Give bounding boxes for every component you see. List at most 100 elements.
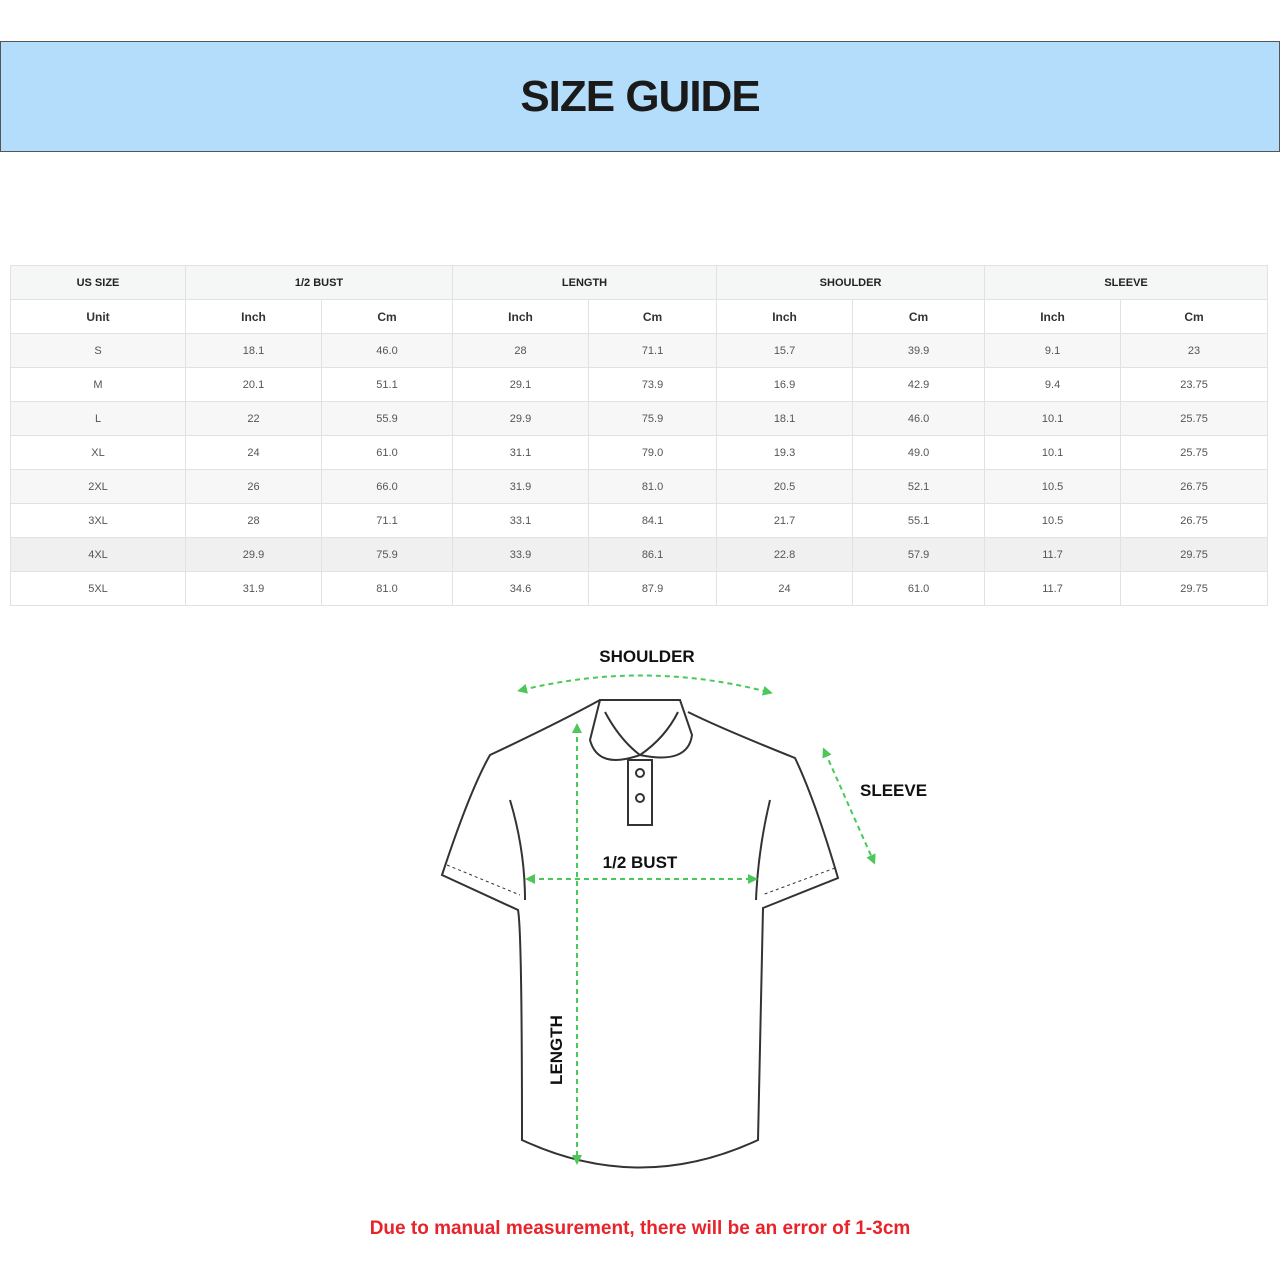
unit-header: Inch <box>452 299 590 334</box>
table-row: XL 24 61.0 31.1 79.0 19.3 49.0 10.1 25.75 <box>10 435 1269 470</box>
measurement-cell: 39.9 <box>852 333 986 368</box>
measurement-cell: 57.9 <box>852 537 986 572</box>
measurement-cell: 26.75 <box>1120 469 1269 504</box>
table-row: 3XL 28 71.1 33.1 84.1 21.7 55.1 10.5 26.75 <box>10 503 1269 538</box>
measurement-cell: 31.9 <box>185 571 322 606</box>
measurement-cell: 10.5 <box>984 469 1122 504</box>
page-title: SIZE GUIDE <box>520 71 760 121</box>
measurement-cell: 18.1 <box>185 333 322 368</box>
measurement-cell: 29.9 <box>452 401 590 436</box>
unit-header: Inch <box>984 299 1122 334</box>
measurement-cell: 10.1 <box>984 401 1122 436</box>
measurement-cell: 22.8 <box>716 537 854 572</box>
measurement-cell: 11.7 <box>984 537 1122 572</box>
table-row: S 18.1 46.0 28 71.1 15.7 39.9 9.1 23 <box>10 333 1269 368</box>
measurement-cell: 46.0 <box>852 401 986 436</box>
measurement-cell: 66.0 <box>320 469 454 504</box>
group-header-row: US SIZE 1/2 BUST LENGTH SHOULDER SLEEVE <box>10 265 1269 300</box>
unit-header: Inch <box>716 299 854 334</box>
group-header: SLEEVE <box>984 265 1269 300</box>
measurement-cell: 28 <box>185 503 322 538</box>
measurement-cell: 87.9 <box>588 571 718 606</box>
measurement-cell: 20.5 <box>716 469 854 504</box>
measurement-cell: 51.1 <box>320 367 454 402</box>
measurement-cell: 81.0 <box>320 571 454 606</box>
measurement-cell: 75.9 <box>588 401 718 436</box>
measurement-cell: 71.1 <box>320 503 454 538</box>
measurement-cell: 25.75 <box>1120 435 1269 470</box>
group-header: SHOULDER <box>716 265 986 300</box>
table-row: 2XL 26 66.0 31.9 81.0 20.5 52.1 10.5 26.75 <box>10 469 1269 504</box>
measurement-cell: 84.1 <box>588 503 718 538</box>
measurement-cell: 24 <box>185 435 322 470</box>
measurement-cell: 26 <box>185 469 322 504</box>
measurement-cell: 20.1 <box>185 367 322 402</box>
measurement-cell: 9.1 <box>984 333 1122 368</box>
unit-row: Unit Inch Cm Inch Cm Inch Cm Inch Cm <box>10 299 1269 334</box>
unit-header: Unit <box>10 299 186 334</box>
bust-label: 1/2 BUST <box>603 853 678 872</box>
measurement-cell: 55.9 <box>320 401 454 436</box>
sleeve-arrow <box>822 747 876 865</box>
group-header: 1/2 BUST <box>184 265 454 300</box>
measurement-cell: 9.4 <box>984 367 1122 402</box>
measurement-cell: 18.1 <box>716 401 854 436</box>
measurement-cell: 28 <box>452 333 590 368</box>
measurement-cell: 23 <box>1120 333 1269 368</box>
unit-header: Cm <box>852 299 986 334</box>
measurement-cell: 19.3 <box>716 435 854 470</box>
unit-header: Cm <box>588 299 718 334</box>
title-banner: SIZE GUIDE <box>0 41 1280 152</box>
size-cell: 3XL <box>10 503 186 538</box>
measurement-cell: 81.0 <box>588 469 718 504</box>
measurement-cell: 42.9 <box>852 367 986 402</box>
measurement-cell: 61.0 <box>852 571 986 606</box>
measurement-cell: 26.75 <box>1120 503 1269 538</box>
measurement-cell: 25.75 <box>1120 401 1269 436</box>
measurement-cell: 61.0 <box>320 435 454 470</box>
measurement-cell: 86.1 <box>588 537 718 572</box>
group-header: US SIZE <box>10 265 186 300</box>
measurement-cell: 10.5 <box>984 503 1122 538</box>
measurement-cell: 33.1 <box>452 503 590 538</box>
measurement-cell: 16.9 <box>716 367 854 402</box>
measurement-cell: 11.7 <box>984 571 1122 606</box>
length-label: LENGTH <box>547 1015 566 1085</box>
shirt-outline <box>440 699 840 1169</box>
size-cell: L <box>10 401 186 436</box>
size-cell: 2XL <box>10 469 186 504</box>
unit-header: Cm <box>320 299 454 334</box>
group-header: LENGTH <box>452 265 718 300</box>
unit-header: Cm <box>1120 299 1269 334</box>
table-row: L 22 55.9 29.9 75.9 18.1 46.0 10.1 25.75 <box>10 401 1269 436</box>
size-cell: S <box>10 333 186 368</box>
measurement-cell: 52.1 <box>852 469 986 504</box>
table-row: M 20.1 51.1 29.1 73.9 16.9 42.9 9.4 23.75 <box>10 367 1269 402</box>
measurement-cell: 49.0 <box>852 435 986 470</box>
measurement-cell: 79.0 <box>588 435 718 470</box>
size-table: US SIZE 1/2 BUST LENGTH SHOULDER SLEEVE Unit I… <box>10 265 1269 606</box>
measurement-cell: 29.75 <box>1120 537 1269 572</box>
measurement-cell: 22 <box>185 401 322 436</box>
measurement-cell: 55.1 <box>852 503 986 538</box>
shoulder-label: SHOULDER <box>599 647 694 666</box>
measurement-note: Due to manual measurement, there will be… <box>369 1218 911 1239</box>
table-row: 5XL 31.9 81.0 34.6 87.9 24 61.0 11.7 29.75 <box>10 571 1269 606</box>
measurement-cell: 29.75 <box>1120 571 1269 606</box>
shirt-diagram: SHOULDER SLEEVE 1/2 BUST LENGTH <box>440 647 927 1169</box>
measurement-cell: 23.75 <box>1120 367 1269 402</box>
measurement-cell: 31.9 <box>452 469 590 504</box>
measurement-cell: 71.1 <box>588 333 718 368</box>
shoulder-arrow <box>517 674 773 696</box>
size-cell: 4XL <box>10 537 186 572</box>
table-row: 4XL 29.9 75.9 33.9 86.1 22.8 57.9 11.7 29.75 <box>10 537 1269 572</box>
measurement-cell: 29.9 <box>185 537 322 572</box>
unit-header: Inch <box>185 299 322 334</box>
measurement-cell: 24 <box>716 571 854 606</box>
measurement-cell: 73.9 <box>588 367 718 402</box>
measurement-cell: 29.1 <box>452 367 590 402</box>
size-cell: XL <box>10 435 186 470</box>
measurement-cell: 46.0 <box>320 333 454 368</box>
size-cell: M <box>10 367 186 402</box>
measurement-cell: 75.9 <box>320 537 454 572</box>
